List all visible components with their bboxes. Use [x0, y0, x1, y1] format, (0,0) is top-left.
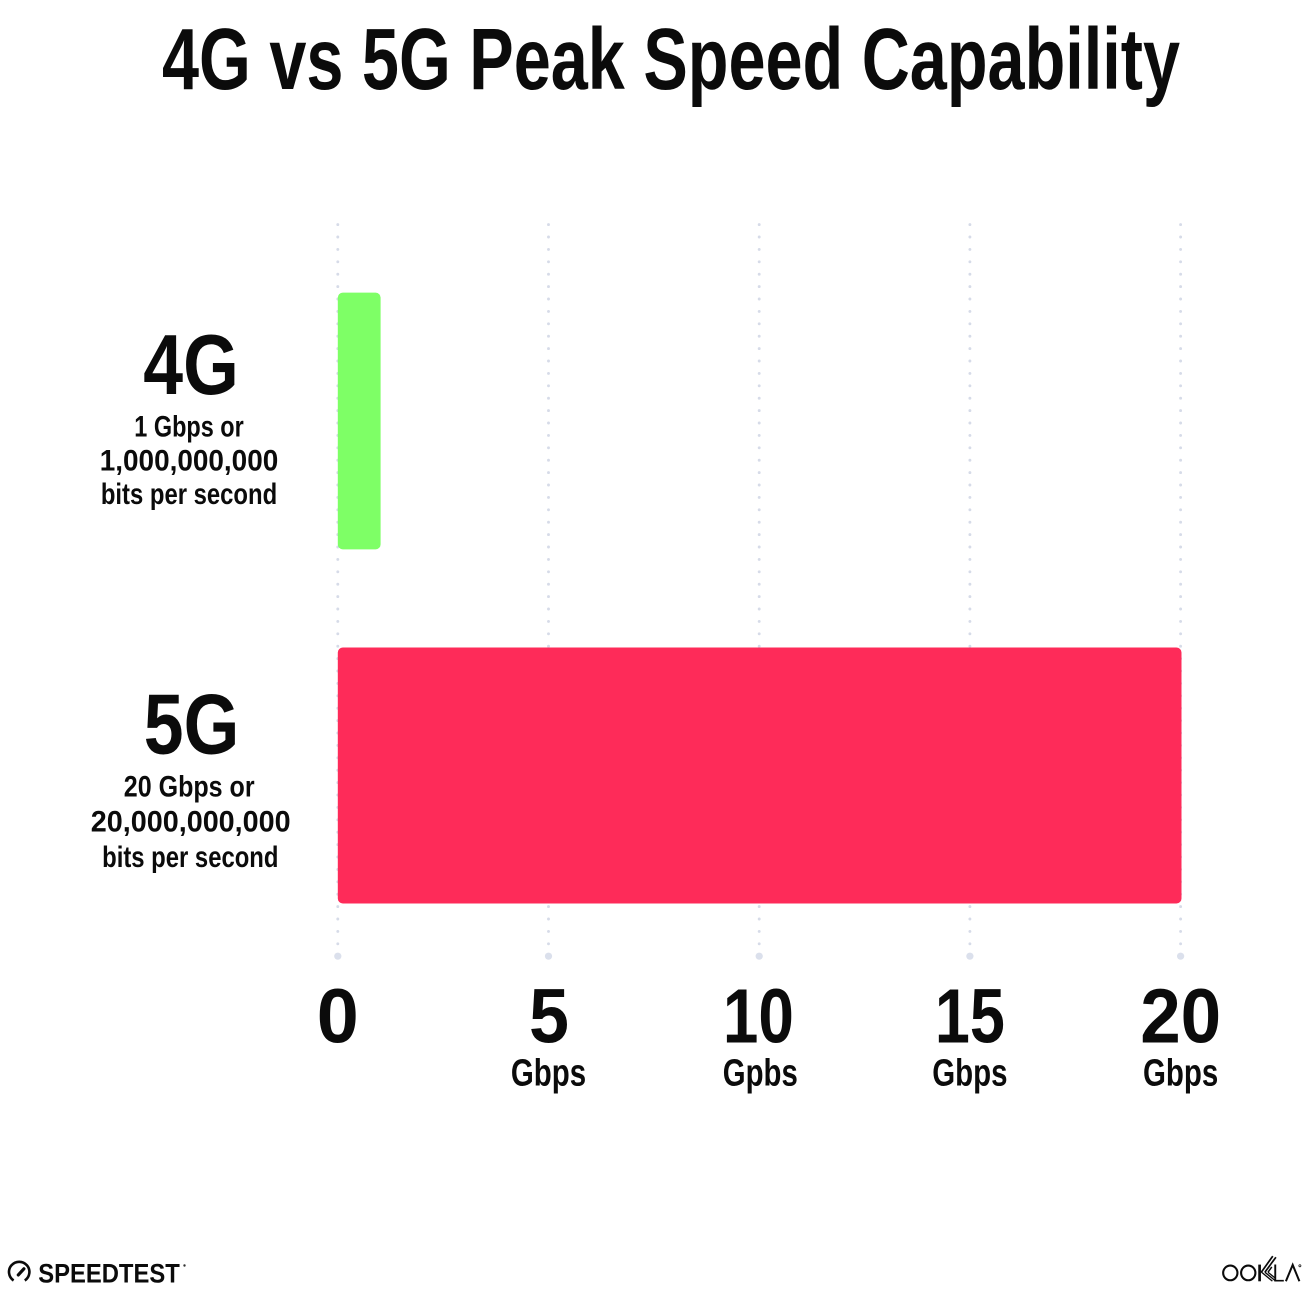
svg-text:Gbps: Gbps	[932, 1052, 1007, 1094]
svg-text:20,000,000,000: 20,000,000,000	[91, 806, 291, 839]
svg-text:10: 10	[723, 974, 794, 1060]
svg-text:Gbps: Gbps	[1143, 1052, 1218, 1094]
svg-text:20 Gbps or: 20 Gbps or	[124, 770, 255, 803]
svg-text:4G vs 5G Peak Speed Capability: 4G vs 5G Peak Speed Capability	[162, 11, 1180, 108]
svg-text:SPEEDTEST: SPEEDTEST	[38, 1259, 180, 1289]
svg-text:1 Gbps or: 1 Gbps or	[134, 411, 244, 444]
svg-text:0: 0	[317, 974, 359, 1060]
svg-text:Gbps: Gbps	[511, 1052, 586, 1094]
svg-text:Gpbs: Gpbs	[723, 1052, 798, 1094]
svg-text:4G: 4G	[143, 318, 239, 413]
svg-text:5: 5	[529, 974, 569, 1060]
svg-text:bits per second: bits per second	[101, 478, 277, 511]
svg-text:bits per second: bits per second	[102, 841, 278, 874]
svg-text:20: 20	[1140, 974, 1221, 1060]
svg-text:5G: 5G	[144, 677, 240, 772]
svg-text:15: 15	[935, 974, 1005, 1060]
svg-text:1,000,000,000: 1,000,000,000	[100, 444, 279, 477]
